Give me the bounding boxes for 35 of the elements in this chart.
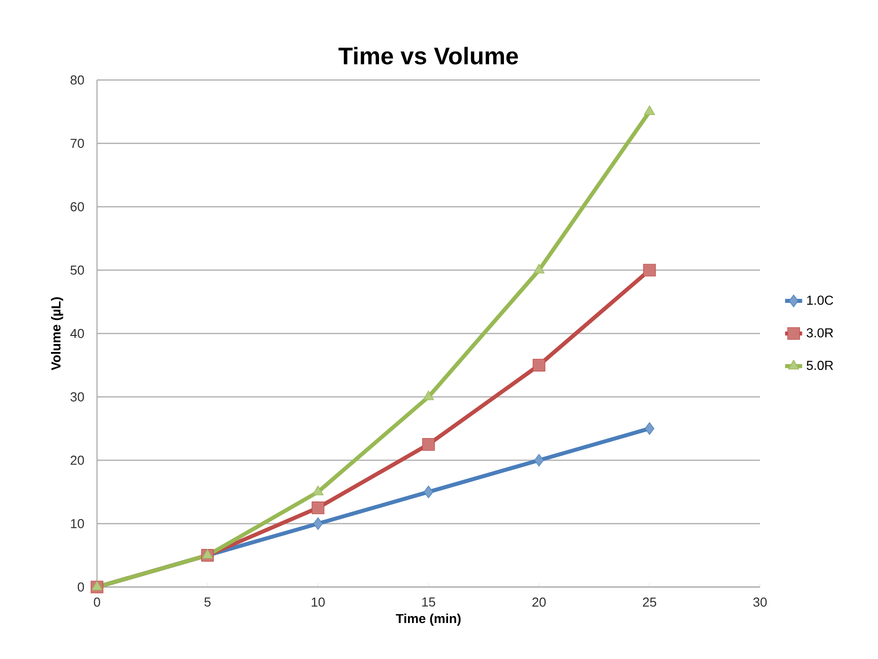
point: [532, 358, 546, 372]
legend-label: 3.0R: [806, 328, 834, 338]
x-tick-label: 15: [422, 598, 436, 607]
x-tick-label: 5: [204, 598, 211, 607]
y-tick-label: 30: [70, 392, 84, 402]
point: [644, 105, 656, 115]
y-tick-label: 20: [70, 456, 84, 465]
y-tick-label: 40: [70, 328, 84, 338]
y-tick-label: 0: [78, 582, 84, 592]
point: [644, 422, 654, 435]
y-tick-label: 50: [70, 266, 84, 275]
point: [423, 390, 434, 400]
x-axis-title: Time (min): [396, 614, 461, 626]
y-tick-label: 60: [70, 202, 84, 212]
y-tick-label: 70: [70, 138, 84, 148]
x-tick-label: 30: [753, 598, 767, 607]
point: [312, 501, 324, 514]
x-tick-label: 25: [642, 598, 656, 607]
legend-label: 5.0R: [806, 360, 834, 370]
chart-title: Time vs Volume: [338, 46, 518, 64]
point: [424, 486, 434, 498]
point: [313, 517, 323, 530]
y-axis-title: Volume (µL): [51, 297, 64, 370]
legend-label: 1.0C: [807, 296, 834, 305]
point: [312, 486, 324, 496]
x-tick-label: 20: [532, 598, 546, 607]
x-tick-label: 10: [312, 598, 325, 607]
x-tick-label: 0: [94, 598, 100, 607]
point: [422, 438, 435, 451]
point: [534, 454, 544, 467]
y-tick-label: 80: [70, 75, 84, 85]
point: [643, 264, 656, 276]
y-tick-label: 10: [71, 519, 84, 528]
point: [534, 264, 544, 274]
point: [202, 549, 213, 559]
